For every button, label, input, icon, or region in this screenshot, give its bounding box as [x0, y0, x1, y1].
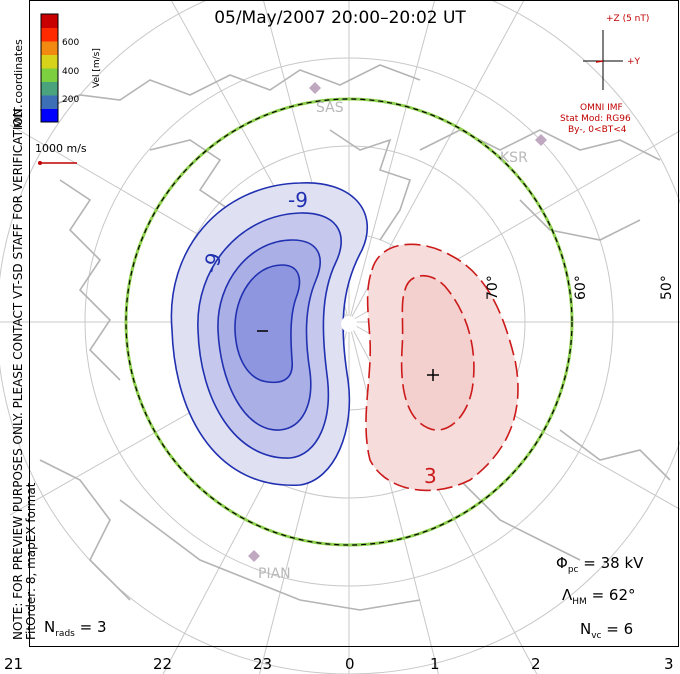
mlt-tick-0: 0 [345, 655, 355, 673]
mlt-tick-22: 22 [153, 655, 173, 673]
colorbar-tick-600: 600 [62, 38, 80, 48]
side-note: NOTE: FOR PREVIEW PURPOSES ONLY. PLEASE … [11, 104, 38, 640]
colorbar-segment [41, 41, 58, 55]
imf-model: Stat Mod: RG96 [560, 114, 631, 124]
stat-phi-sub: pc [567, 565, 579, 575]
mlt-tick-1: 1 [430, 655, 440, 673]
stat-nrads-sub: rads [55, 629, 75, 639]
station-label-pian: PIAN [258, 566, 291, 582]
colorbar-tick-400: 400 [62, 67, 80, 77]
stat-phi-pc: Φpc = 38 kV [556, 554, 644, 575]
plot-title: 05/May/2007 20:00–20:02 UT [214, 8, 466, 28]
mlt-tick-3: 3 [664, 655, 674, 673]
stat-lambda-hm: ΛHM = 62° [562, 586, 636, 607]
station-label-sas: SAS [316, 100, 344, 116]
velocity-colorbar [40, 13, 59, 123]
colorbar-segment [41, 108, 58, 123]
latitude-label-70: 70° [485, 275, 501, 300]
stat-phi-value: 38 kV [600, 554, 644, 572]
imf-y-label: +Y [627, 57, 641, 67]
stat-nrads-symbol: N [44, 618, 56, 636]
stat-nrads-value: 3 [96, 618, 107, 636]
stat-n-rads: Nrads = 3 [44, 618, 107, 639]
scale-vector [38, 161, 77, 165]
mlt-tick-23: 23 [253, 655, 273, 673]
imf-z-label: +Z (5 nT) [606, 14, 650, 24]
stat-lambda-sub: HM [572, 597, 587, 607]
colorbar-segment [41, 27, 58, 42]
station-label-ksr: KSR [500, 150, 528, 166]
colorbar-label: Vel [m/s] [92, 48, 102, 88]
plot-frame [29, 0, 679, 647]
negative-potential-cell [170, 182, 368, 486]
latitude-label-60: 60° [573, 275, 589, 300]
stat-phi-symbol: Φ [556, 554, 568, 572]
hm-boundary-dash [125, 98, 573, 546]
coordinates-label: MLT coordinates [12, 39, 25, 128]
station-markers [248, 82, 547, 562]
stat-n-vc: Nvc = 6 [580, 620, 634, 641]
pole-marker [341, 316, 357, 332]
stat-lambda-symbol: Λ [562, 586, 573, 604]
stat-nvc-symbol: N [580, 620, 592, 638]
imf-source: OMNI IMF [580, 103, 623, 113]
colorbar-segment [41, 68, 58, 82]
colorbar-border [40, 13, 59, 123]
stat-lambda-value: 62° [608, 586, 636, 604]
mlt-tick-2: 2 [531, 655, 541, 673]
latitude-label-50: 50° [659, 275, 675, 300]
colorbar-segment [41, 14, 58, 28]
extrema-markers [257, 330, 439, 381]
scale-vector-label: 1000 m/s [35, 142, 87, 155]
colorbar-segment [41, 95, 58, 109]
imf-clock [583, 30, 623, 90]
contour-label-pos: 3 [424, 464, 437, 488]
contour-label-neg-1: -9 [288, 188, 308, 212]
stat-nvc-value: 6 [623, 620, 634, 638]
stat-nvc-sub: vc [591, 631, 602, 641]
mlt-tick-21: 21 [4, 655, 24, 673]
imf-bins: By-, 0<BT<4 [568, 125, 627, 135]
colorbar-tick-200: 200 [62, 95, 80, 105]
colorbar-segment [41, 54, 58, 69]
colorbar-segment [41, 81, 58, 96]
positive-potential-cell [365, 243, 519, 492]
side-note-fitorder: FitOrder: 8, mapEX format [24, 482, 38, 640]
